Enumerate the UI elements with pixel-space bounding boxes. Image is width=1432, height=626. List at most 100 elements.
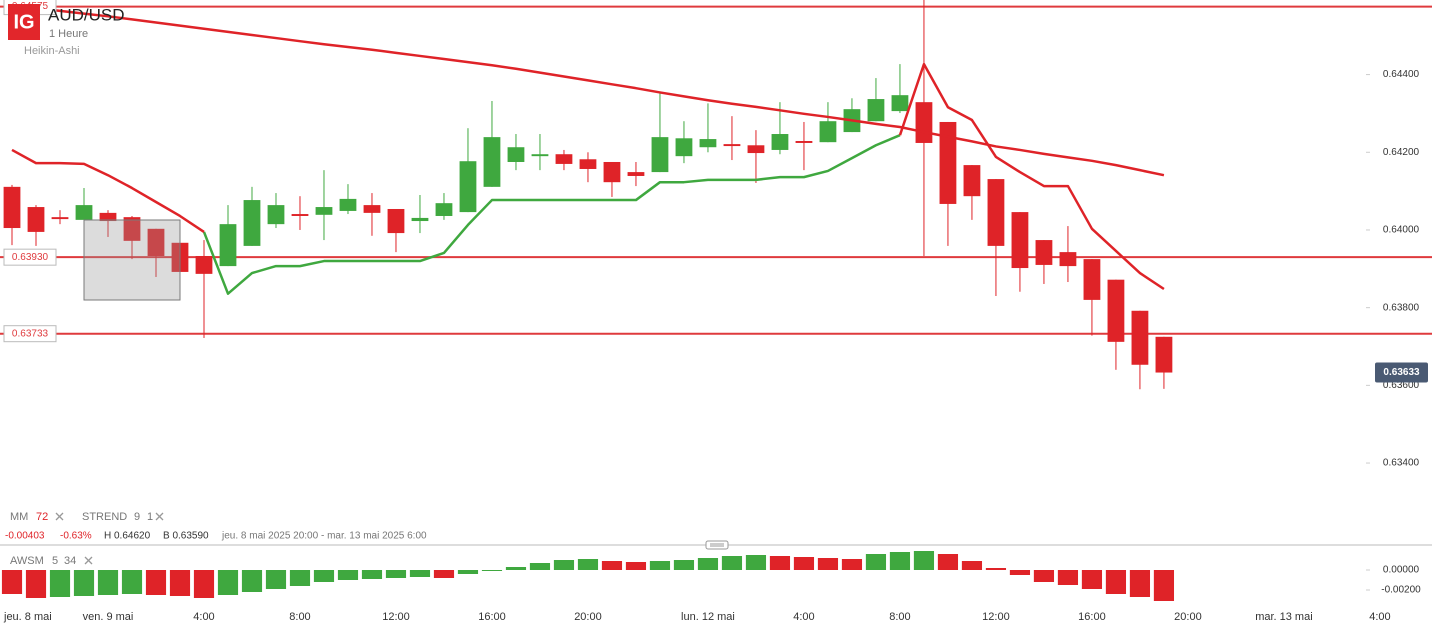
osc-bar [841,559,863,570]
osc-bar [1009,570,1031,575]
osc-bar [913,551,935,570]
osc-bar [1,570,23,594]
osc-bar [529,563,551,570]
candle-body [315,207,333,215]
osc-bar [553,560,575,570]
ma-line [11,4,1165,177]
osc-bar [313,570,335,582]
close-icon[interactable] [55,512,64,521]
levels [0,5,1432,335]
indicator-lines [11,4,1165,295]
candle-body [99,212,117,222]
osc-bar [769,556,791,570]
x-tick-label: lun. 12 mai [681,611,735,623]
osc-bar [889,552,911,570]
osc-bar [481,570,503,571]
y-tick-label: 0.64400 [1383,69,1420,80]
candle-body [483,137,501,187]
x-tick-label: jeu. 8 mai [3,611,52,623]
price-pane [3,0,1173,390]
candle-body [147,228,165,256]
candle-body [75,205,93,220]
candle-body [1011,212,1029,269]
osc-bar [121,570,143,594]
candle-body [123,217,141,241]
candle-body [531,154,549,157]
level-label-box [3,248,57,266]
candle-body [363,205,381,213]
osc-bar [961,561,983,570]
candle-body [339,198,357,211]
level-label: 0.63733 [12,328,49,339]
strend-up-line [202,134,901,295]
x-tick-label: 8:00 [289,611,310,623]
strend-down-line [11,62,1165,291]
osc-bar [1129,570,1151,597]
candle-body [795,141,813,143]
candle-body [915,102,933,143]
candle-body [675,138,693,157]
x-tick-label: 12:00 [982,611,1010,623]
osc-param: 5 [52,555,58,567]
chart-title: AUD/USD [48,5,125,24]
candle-body [555,154,573,164]
candle-body [1059,252,1077,267]
x-tick-label: 16:00 [478,611,506,623]
candle-body [243,200,261,246]
osc-bar [505,567,527,570]
range-high: H 0.64620 [104,531,151,542]
candle-body [747,145,765,154]
x-tick-label: 20:00 [574,611,602,623]
candle-body [3,186,21,229]
drawing-box [83,219,181,301]
osc-bar [145,570,167,595]
price-axis: 0.64400 0.64200 0.64000 0.63800 0.63600 0.634… [1366,69,1428,469]
level-label-box [3,325,57,343]
candle-body [771,134,789,150]
osc-bar [721,556,743,570]
candle-body [651,137,669,173]
candle-body [219,224,237,267]
candle-body [579,159,597,169]
candle-body [435,203,453,216]
strend-param: 1 [147,511,153,523]
range-low: B 0.63590 [163,531,209,542]
candle-body [51,217,69,220]
candle-body [723,144,741,147]
time-axis: jeu. 8 mai ven. 9 mai 4:00 8:00 12:00 16:00 20… [3,611,1391,623]
x-tick-label: 8:00 [889,611,910,623]
candle-body [603,161,621,183]
candle-body [627,172,645,176]
candle-body [939,121,957,204]
y-tick-label: 0.64000 [1383,225,1420,236]
candle-body [867,99,885,122]
osc-bar [817,558,839,570]
candle-body [1107,279,1125,342]
osc-bar [601,561,623,570]
x-tick-label: 16:00 [1078,611,1106,623]
pane-handle[interactable] [705,540,729,550]
x-tick-label: 4:00 [793,611,814,623]
osc-bar [409,570,431,577]
change: -0.00403 [5,531,45,542]
close-icon[interactable] [84,556,93,565]
strend-name: STREND [82,511,127,523]
candle-body [1131,310,1149,365]
osc-bar [697,558,719,570]
osc-bar [985,568,1007,570]
candle-body [819,121,837,143]
y-tick-label: 0.63400 [1383,458,1420,469]
ma-period: 72 [36,511,48,523]
osc-bar [793,557,815,570]
candle-body [699,139,717,148]
y-tick-label: 0.63600 [1383,380,1420,391]
osc-bar [577,559,599,570]
candle-body [27,207,45,232]
strend-param: 9 [134,511,140,523]
osc-bar [73,570,95,596]
oscillator-pane: 0.00000 -0.00200 [1,551,1421,601]
candle-body [1155,336,1173,373]
close-icon[interactable] [155,512,164,521]
candle-body [507,147,525,162]
